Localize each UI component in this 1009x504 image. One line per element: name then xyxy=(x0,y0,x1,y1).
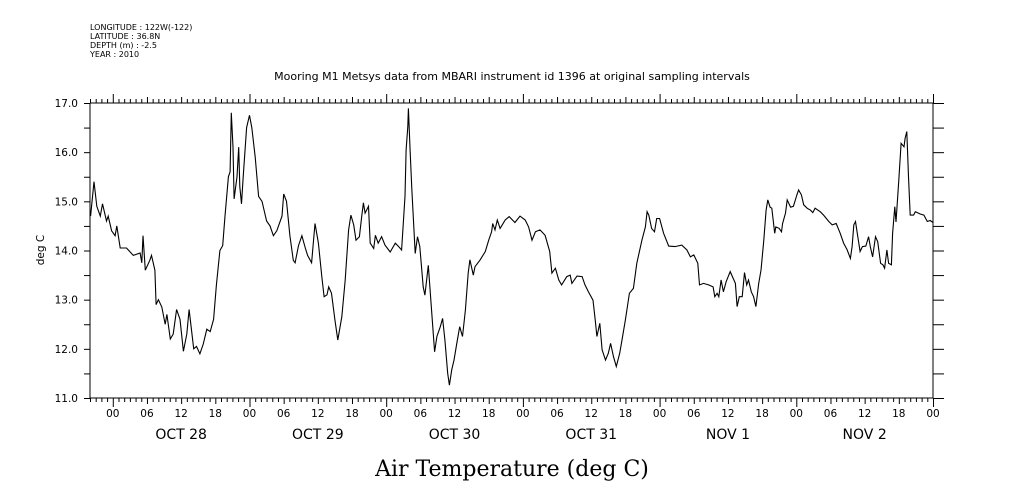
x-axis-title: Air Temperature (deg C) xyxy=(374,457,649,482)
y-tick-label: 12.0 xyxy=(55,344,78,356)
y-tick-label: 13.0 xyxy=(55,295,78,307)
series-line-air-temperature xyxy=(90,108,934,386)
date-label: NOV 1 xyxy=(706,427,750,443)
date-label: NOV 2 xyxy=(843,427,887,443)
chart-title: Mooring M1 Metsys data from MBARI instru… xyxy=(274,70,750,83)
info-depth: DEPTH (m) : -2.5 xyxy=(90,41,157,50)
x-tick-label: 00 xyxy=(243,408,256,420)
info-longitude: LONGITUDE : 122W(-122) xyxy=(90,23,192,32)
x-tick-label: 12 xyxy=(858,408,871,420)
info-latitude: LATITUDE : 36.8N xyxy=(90,32,160,41)
x-tick-label: 12 xyxy=(311,408,324,420)
y-tick-label: 16.0 xyxy=(55,147,78,159)
x-tick-label: 12 xyxy=(721,408,734,420)
x-tick-label: 12 xyxy=(174,408,187,420)
x-tick-label: 12 xyxy=(448,408,461,420)
x-tick-label: 18 xyxy=(892,408,905,420)
x-tick-label: 18 xyxy=(619,408,632,420)
tick-labels: 11.0 12.0 13.0 14.0 15.0 16.0 17.0 00 06 12 18 00 06… xyxy=(55,98,940,443)
y-tick-label: 17.0 xyxy=(55,98,78,110)
x-tick-label: 06 xyxy=(550,408,564,420)
x-tick-label: 00 xyxy=(790,408,803,420)
x-tick-label: 00 xyxy=(516,408,529,420)
x-tick-label: 06 xyxy=(824,408,838,420)
x-tick-label: 00 xyxy=(653,408,666,420)
y-axis-label: deg C xyxy=(35,235,47,265)
x-tick-label: 06 xyxy=(414,408,428,420)
date-label: OCT 30 xyxy=(429,427,481,443)
x-tick-label: 06 xyxy=(277,408,291,420)
x-tick-label: 18 xyxy=(209,408,222,420)
x-tick-label: 06 xyxy=(687,408,701,420)
metadata-block: LONGITUDE : 122W(-122) LATITUDE : 36.8N … xyxy=(89,23,192,59)
x-tick-label: 18 xyxy=(755,408,768,420)
x-tick-label: 00 xyxy=(380,408,393,420)
axes xyxy=(84,94,944,407)
x-tick-label: 06 xyxy=(140,408,154,420)
x-tick-label: 00 xyxy=(106,408,119,420)
x-tick-label: 00 xyxy=(926,408,939,420)
y-tick-label: 14.0 xyxy=(55,246,78,258)
date-label: OCT 28 xyxy=(155,427,207,443)
y-tick-label: 15.0 xyxy=(55,196,78,208)
y-tick-label: 11.0 xyxy=(55,393,78,405)
x-tick-label: 18 xyxy=(482,408,495,420)
x-tick-label: 18 xyxy=(345,408,358,420)
date-label: OCT 31 xyxy=(565,427,617,443)
x-tick-label: 12 xyxy=(585,408,598,420)
info-year: YEAR : 2010 xyxy=(89,50,139,59)
date-label: OCT 29 xyxy=(292,427,344,443)
